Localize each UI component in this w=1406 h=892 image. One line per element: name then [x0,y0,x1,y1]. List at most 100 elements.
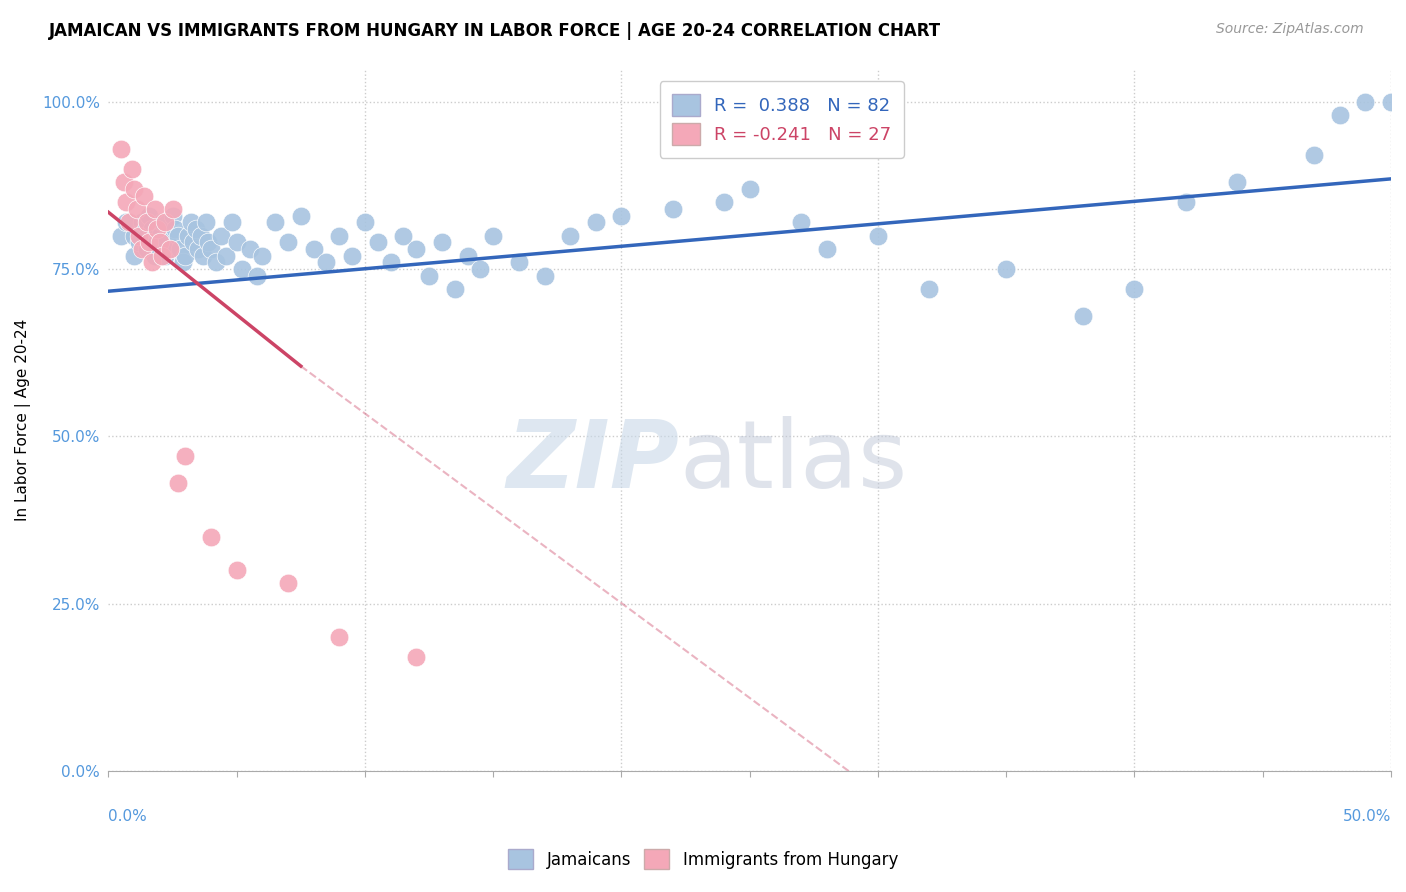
Point [143,202,166,216]
Point [225,563,247,577]
Point [354,215,377,229]
Point [252,249,274,263]
Point [169,242,191,256]
Legend: Jamaicans, Immigrants from Hungary: Jamaicans, Immigrants from Hungary [498,838,908,880]
Point [215,249,238,263]
Point [166,228,188,243]
Point [815,242,838,256]
Point [125,202,148,216]
Point [221,215,243,229]
Point [277,576,299,591]
Point [205,255,228,269]
Point [200,530,222,544]
Point [184,222,207,236]
Point [866,228,889,243]
Point [174,249,197,263]
Point [174,450,197,464]
Point [585,215,607,229]
Point [246,268,269,283]
Point [121,161,143,176]
Text: JAMAICAN VS IMMIGRANTS FROM HUNGARY IN LABOR FORCE | AGE 20-24 CORRELATION CHART: JAMAICAN VS IMMIGRANTS FROM HUNGARY IN L… [49,22,942,40]
Point [264,215,287,229]
Point [156,235,179,250]
Point [159,242,181,256]
Point [315,255,337,269]
Point [143,249,166,263]
Point [149,228,172,243]
Point [482,228,505,243]
Point [162,209,184,223]
Point [134,188,156,202]
Point [918,282,941,296]
Text: 50.0%: 50.0% [1343,809,1391,824]
Point [153,215,176,229]
Point [1174,195,1197,210]
Point [122,228,145,243]
Point [181,235,204,250]
Point [146,235,169,250]
Point [193,249,215,263]
Point [131,215,153,229]
Point [661,202,683,216]
Point [560,228,582,243]
Point [122,249,145,263]
Point [508,255,530,269]
Point [135,228,157,243]
Point [149,235,172,250]
Point [1329,108,1351,122]
Point [115,195,138,210]
Point [209,228,232,243]
Point [141,255,163,269]
Point [177,228,200,243]
Point [122,182,145,196]
Point [128,228,150,243]
Point [187,242,209,256]
Point [328,630,350,644]
Point [1303,148,1326,162]
Legend: R =  0.388   N = 82, R = -0.241   N = 27: R = 0.388 N = 82, R = -0.241 N = 27 [659,81,904,158]
Point [290,209,312,223]
Point [135,215,157,229]
Point [150,249,173,263]
Point [200,242,222,256]
Point [159,242,181,256]
Text: Source: ZipAtlas.com: Source: ZipAtlas.com [1216,22,1364,37]
Point [225,235,247,250]
Point [138,209,160,223]
Point [131,242,153,256]
Text: 0.0%: 0.0% [108,809,148,824]
Point [112,175,135,189]
Point [277,235,299,250]
Point [367,235,389,250]
Point [610,209,633,223]
Point [146,222,169,236]
Point [1226,175,1249,189]
Point [302,242,325,256]
Point [340,249,363,263]
Point [790,215,813,229]
Point [457,249,479,263]
Text: atlas: atlas [679,416,907,508]
Point [165,222,187,236]
Text: ZIP: ZIP [506,416,679,508]
Point [418,268,440,283]
Point [197,235,219,250]
Point [405,650,427,665]
Point [238,242,260,256]
Point [180,215,202,229]
Point [138,235,160,250]
Point [380,255,402,269]
Point [110,142,132,156]
Point [153,249,176,263]
Point [470,262,492,277]
Point [194,215,217,229]
Point [392,228,415,243]
Point [162,202,184,216]
Point [1123,282,1146,296]
Point [166,476,188,491]
Point [135,242,157,256]
Point [172,255,194,269]
Point [738,182,761,196]
Point [995,262,1018,277]
Y-axis label: In Labor Force | Age 20-24: In Labor Force | Age 20-24 [15,318,31,521]
